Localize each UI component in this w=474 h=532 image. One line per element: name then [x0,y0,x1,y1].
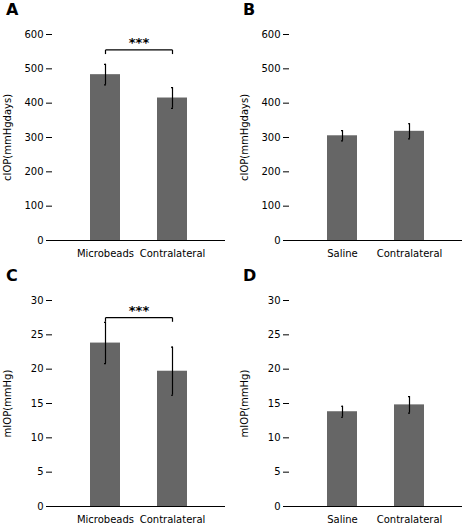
html-text:C: C [6,266,18,285]
svg-text:Contralateral: Contralateral [377,514,443,525]
svg-text:cIOP(mmHgdays): cIOP(mmHgdays) [2,94,13,181]
svg-text:0: 0 [37,501,43,512]
svg-text:30: 30 [31,295,44,306]
svg-text:Contralateral: Contralateral [377,248,443,259]
svg-text:30: 30 [268,295,281,306]
svg-text:***: *** [129,35,150,50]
svg-text:10: 10 [268,432,281,443]
svg-text:15: 15 [31,398,44,409]
svg-text:Microbeads: Microbeads [77,248,134,259]
svg-text:400: 400 [24,97,43,108]
svg-text:0: 0 [274,235,280,246]
svg-text:mIOP(mmHg): mIOP(mmHg) [239,370,250,438]
svg-text:500: 500 [261,63,280,74]
svg-text:5: 5 [274,466,280,477]
svg-text:15: 15 [268,398,281,409]
svg-text:25: 25 [268,329,281,340]
html-text:A: A [6,0,19,19]
svg-text:300: 300 [24,132,43,143]
svg-text:600: 600 [24,29,43,40]
svg-text:400: 400 [261,97,280,108]
svg-text:Saline: Saline [327,514,358,525]
svg-text:200: 200 [24,166,43,177]
svg-text:Contralateral: Contralateral [140,514,206,525]
svg-text:20: 20 [268,363,281,374]
html-text:D: D [243,266,257,285]
svg-text:25: 25 [31,329,44,340]
svg-text:200: 200 [261,166,280,177]
svg-text:100: 100 [261,200,280,211]
svg-text:***: *** [129,303,150,318]
svg-text:300: 300 [261,132,280,143]
svg-text:mIOP(mmHg): mIOP(mmHg) [2,370,13,438]
svg-text:500: 500 [24,63,43,74]
svg-text:Contralateral: Contralateral [140,248,206,259]
svg-text:5: 5 [37,466,43,477]
svg-text:20: 20 [31,363,44,374]
svg-text:cIOP(mmHgdays): cIOP(mmHgdays) [239,94,250,181]
svg-text:100: 100 [24,200,43,211]
html-text:B: B [243,0,256,19]
svg-text:Microbeads: Microbeads [77,514,134,525]
svg-text:10: 10 [31,432,44,443]
svg-text:0: 0 [274,501,280,512]
svg-text:0: 0 [37,235,43,246]
svg-text:Saline: Saline [327,248,358,259]
svg-text:600: 600 [261,29,280,40]
